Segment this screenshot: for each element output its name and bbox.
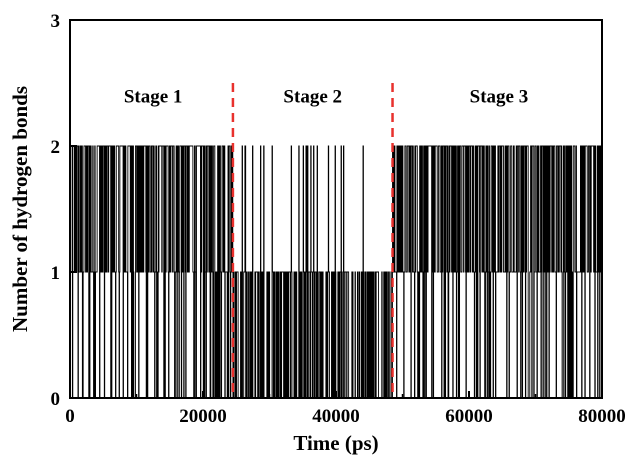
stage-label-3: Stage 3 <box>470 87 529 108</box>
x-tick-label: 80000 <box>578 406 626 427</box>
stage-label-2: Stage 2 <box>283 87 342 108</box>
y-tick-label: 2 <box>51 137 61 158</box>
x-axis-title: Time (ps) <box>293 431 378 455</box>
x-tick-label: 40000 <box>312 406 360 427</box>
hbond-series-line <box>69 145 603 399</box>
x-tick-label: 60000 <box>445 406 493 427</box>
y-axis-title: Number of hydrogen bonds <box>8 86 32 332</box>
series-trace <box>69 145 603 399</box>
y-tick-label: 1 <box>51 263 61 284</box>
stage-label-1: Stage 1 <box>124 87 183 108</box>
x-tick-label: 20000 <box>179 406 227 427</box>
y-tick-label: 0 <box>51 389 61 410</box>
x-tick-label: 0 <box>65 406 75 427</box>
y-tick-label: 3 <box>51 11 61 32</box>
